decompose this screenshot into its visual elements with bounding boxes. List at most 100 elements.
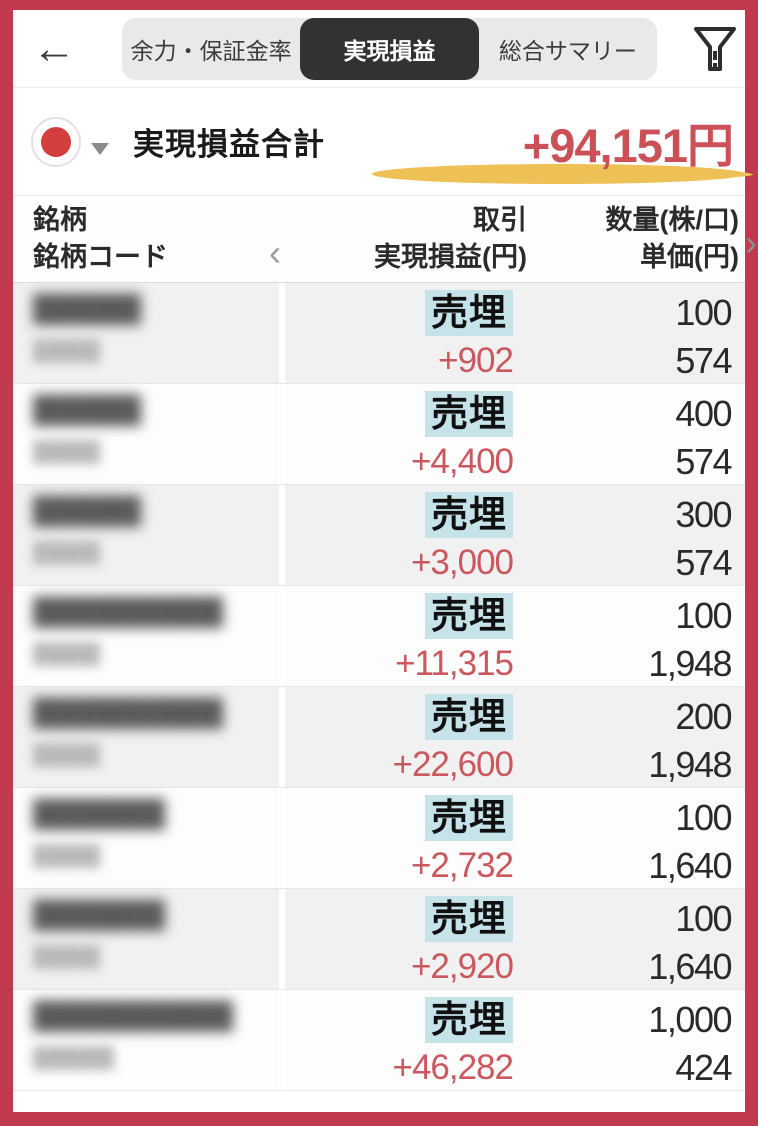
trade-cell: 売埋 +2,732 bbox=[285, 788, 527, 888]
quantity: 100 bbox=[675, 797, 732, 838]
trade-type-badge: 売埋 bbox=[425, 492, 513, 538]
stock-name-redacted: ████████████ bbox=[33, 1001, 233, 1031]
table-row[interactable]: ████████████ ████████ 売埋 +22,600 200 1,9… bbox=[13, 687, 745, 788]
quantity: 200 bbox=[675, 696, 732, 737]
qty-cell: 100 1,640 bbox=[527, 889, 745, 989]
table-row[interactable]: ████████████ ████████ 売埋 +11,315 100 1,9… bbox=[13, 586, 745, 687]
tab-margin-ratio[interactable]: 余力・保証金率 bbox=[130, 37, 292, 64]
stock-name-redacted: ████████████ bbox=[33, 799, 165, 829]
market-selector[interactable] bbox=[31, 116, 109, 167]
qty-cell: 200 1,948 bbox=[527, 687, 745, 787]
header-trade-column: 取引 実現損益(円) bbox=[285, 196, 527, 282]
trade-cell: 売埋 +22,600 bbox=[285, 687, 527, 787]
stock-name-redacted: ████████████ bbox=[33, 900, 165, 930]
yellow-highlight-stroke bbox=[372, 164, 753, 184]
header-trade: 取引 bbox=[473, 205, 527, 235]
segmented-control: 余力・保証金率 実現損益 総合サマリー bbox=[122, 17, 657, 80]
quantity: 1,000 bbox=[648, 999, 732, 1040]
stock-name-redacted: ████████████ bbox=[33, 294, 141, 324]
quantity: 100 bbox=[675, 898, 732, 939]
tab-summary[interactable]: 総合サマリー bbox=[498, 37, 637, 64]
unit-price: 1,640 bbox=[648, 946, 732, 987]
stock-code-redacted: ████████ bbox=[33, 945, 100, 968]
trade-cell: 売埋 +2,920 bbox=[285, 889, 527, 989]
header-realized-pl: 実現損益(円) bbox=[374, 242, 527, 272]
trade-cell: 売埋 +46,282 bbox=[285, 990, 527, 1090]
stock-code-redacted: ████████ bbox=[33, 440, 100, 463]
realized-profit: +11,315 bbox=[395, 644, 514, 683]
table-header: 銘柄 銘柄コード 取引 実現損益(円) 数量(株/口) 単価(円) ‹ › bbox=[13, 196, 757, 283]
back-arrow-icon[interactable]: ← bbox=[32, 23, 76, 73]
app-screen: ← 余力・保証金率 実現損益 総合サマリー 実現損益合計 +94,151円 銘柄… bbox=[13, 10, 757, 1112]
realized-profit: +46,282 bbox=[392, 1048, 514, 1087]
japan-market-icon bbox=[31, 116, 81, 167]
unit-price: 574 bbox=[675, 441, 732, 482]
trade-type-badge: 売埋 bbox=[425, 896, 513, 942]
table-row[interactable]: ████████████ ████████ 売埋 +46,282 1,000 4… bbox=[13, 990, 745, 1091]
stock-name-cell: ████████████ ████████ bbox=[13, 788, 279, 888]
realized-profit: +902 bbox=[438, 341, 514, 380]
unit-price: 424 bbox=[675, 1047, 732, 1088]
table-row[interactable]: ████████████ ████████ 売埋 +4,400 400 574 bbox=[13, 384, 745, 485]
stock-code-redacted: ████████ bbox=[33, 339, 100, 362]
quantity: 400 bbox=[675, 393, 732, 434]
chevron-right-icon[interactable]: › bbox=[745, 222, 757, 263]
header-quantity: 数量(株/口) bbox=[605, 205, 739, 235]
column-divider bbox=[279, 586, 285, 686]
trade-type-badge: 売埋 bbox=[425, 694, 513, 740]
realized-profit: +2,732 bbox=[410, 846, 514, 885]
header-unit-price: 単価(円) bbox=[640, 242, 739, 272]
realized-profit: +22,600 bbox=[392, 745, 514, 784]
stock-name-cell: ████████████ ████████ bbox=[13, 384, 279, 484]
stock-code-redacted: ████████ bbox=[33, 541, 100, 564]
realized-profit: +3,000 bbox=[410, 543, 514, 582]
stock-name-cell: ████████████ ████████ bbox=[13, 283, 279, 383]
trade-cell: 売埋 +11,315 bbox=[285, 586, 527, 686]
table-row[interactable]: ████████████ ████████ 売埋 +2,920 100 1,64… bbox=[13, 889, 745, 990]
stock-name-cell: ████████████ ████████ bbox=[13, 485, 279, 585]
qty-cell: 100 1,948 bbox=[527, 586, 745, 686]
total-realized-profit: +94,151円 bbox=[522, 119, 734, 172]
stock-name-redacted: ████████████ bbox=[33, 698, 223, 728]
funnel-icon bbox=[694, 26, 736, 71]
stock-code-redacted: ████████ bbox=[33, 1046, 114, 1069]
stock-name-cell: ████████████ ████████ bbox=[13, 990, 279, 1090]
filter-button[interactable] bbox=[689, 23, 741, 75]
quantity: 100 bbox=[675, 292, 732, 333]
column-divider bbox=[279, 687, 285, 787]
trade-type-badge: 売埋 bbox=[425, 795, 513, 841]
realized-profit: +4,400 bbox=[410, 442, 514, 481]
column-divider bbox=[279, 990, 285, 1090]
header-qty-column: 数量(株/口) 単価(円) bbox=[527, 196, 745, 282]
table-row[interactable]: ████████████ ████████ 売埋 +3,000 300 574 bbox=[13, 485, 745, 586]
quantity: 300 bbox=[675, 494, 732, 535]
trade-type-badge: 売埋 bbox=[425, 391, 513, 437]
qty-cell: 100 574 bbox=[527, 283, 745, 383]
stock-code-redacted: ████████ bbox=[33, 642, 100, 665]
qty-cell: 1,000 424 bbox=[527, 990, 745, 1090]
unit-price: 574 bbox=[675, 340, 732, 381]
top-navigation-bar: ← 余力・保証金率 実現損益 総合サマリー bbox=[13, 10, 745, 88]
stock-name-redacted: ████████████ bbox=[33, 496, 141, 526]
column-divider bbox=[279, 485, 285, 585]
stock-name-cell: ████████████ ████████ bbox=[13, 889, 279, 989]
stock-name-cell: ████████████ ████████ bbox=[13, 586, 279, 686]
qty-cell: 100 1,640 bbox=[527, 788, 745, 888]
table-row[interactable]: ████████████ ████████ 売埋 +2,732 100 1,64… bbox=[13, 788, 745, 889]
column-divider bbox=[279, 283, 285, 383]
trade-cell: 売埋 +902 bbox=[285, 283, 527, 383]
table-row[interactable]: ████████████ ████████ 売埋 +902 100 574 bbox=[13, 283, 745, 384]
column-divider bbox=[279, 889, 285, 989]
tab-realized-pl[interactable]: 実現損益 bbox=[300, 17, 479, 80]
caret-down-icon bbox=[91, 142, 109, 155]
stock-name-cell: ████████████ ████████ bbox=[13, 687, 279, 787]
stock-name-redacted: ████████████ bbox=[33, 395, 141, 425]
unit-price: 574 bbox=[675, 542, 732, 583]
column-divider bbox=[279, 788, 285, 888]
summary-title: 実現損益合計 bbox=[133, 127, 325, 162]
realized-pl-summary: 実現損益合計 +94,151円 bbox=[13, 88, 753, 196]
table-body: ████████████ ████████ 売埋 +902 100 574 ██… bbox=[13, 283, 745, 1112]
chevron-left-icon[interactable]: ‹ bbox=[269, 232, 281, 273]
realized-profit: +2,920 bbox=[410, 947, 514, 986]
quantity: 100 bbox=[675, 595, 732, 636]
